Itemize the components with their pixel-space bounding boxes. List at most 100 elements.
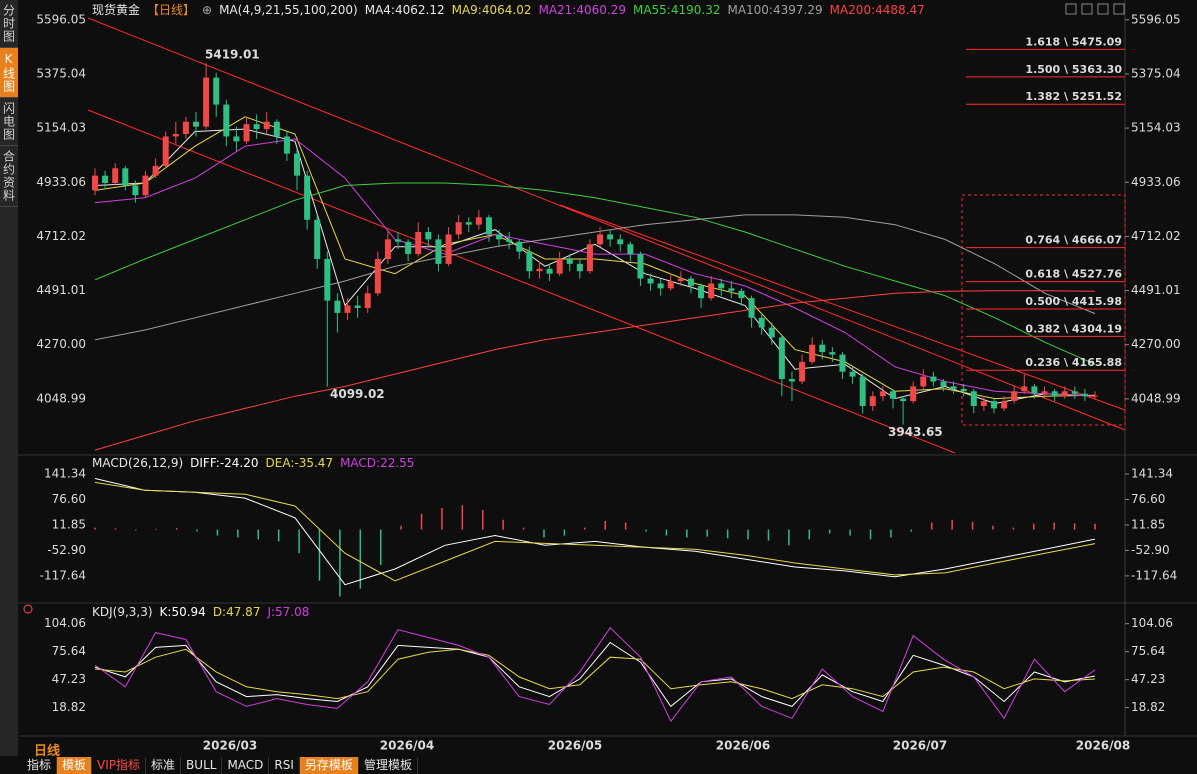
- fib-label: 1.382 \ 5251.52: [1025, 90, 1122, 103]
- period-tag[interactable]: 日线: [34, 744, 61, 759]
- y-tick-label: 18.82: [52, 700, 86, 714]
- ma-label: MA(4,9,21,55,100,200): [219, 3, 358, 17]
- candle-body: [506, 239, 513, 242]
- candle-body: [253, 124, 260, 130]
- y-tick-label: 5375.04: [36, 66, 86, 80]
- candle-body: [960, 388, 967, 392]
- y-tick-label: 4933.06: [1131, 175, 1181, 189]
- fib-label: 1.618 \ 5475.09: [1025, 35, 1122, 48]
- candle-body: [223, 104, 230, 137]
- candle-body: [879, 391, 886, 397]
- y-tick-label: 4712.02: [36, 229, 86, 243]
- candle-body: [92, 175, 98, 191]
- y-tick-label: 4491.01: [36, 283, 86, 297]
- window-icon[interactable]: [1065, 3, 1077, 15]
- x-tick-label: 2026/04: [380, 739, 434, 753]
- toolbar-button[interactable]: MACD: [222, 757, 270, 774]
- candle-body: [354, 305, 361, 308]
- toolbar-button[interactable]: VIP指标: [92, 757, 147, 774]
- candle-body: [768, 327, 775, 338]
- candle-body: [536, 268, 543, 272]
- sidebar-tab[interactable]: 合约资料: [0, 146, 18, 207]
- candle-body: [940, 381, 947, 387]
- candle-body: [1011, 391, 1018, 402]
- period[interactable]: 【日线】: [147, 3, 196, 17]
- window-icon[interactable]: [1097, 3, 1109, 15]
- candle-body: [102, 175, 109, 184]
- candle-body: [1092, 395, 1098, 397]
- x-tick-label: 2026/05: [548, 739, 602, 753]
- y-tick-label: 4933.06: [36, 175, 86, 189]
- candle-body: [445, 234, 452, 264]
- candle-body: [698, 285, 705, 299]
- toolbar-button[interactable]: 管理模板: [359, 757, 418, 774]
- candle-body: [263, 121, 270, 130]
- candle-body: [425, 232, 432, 240]
- candle-body: [758, 317, 765, 328]
- candle-body: [172, 133, 179, 137]
- toolbar-button[interactable]: 标准: [146, 757, 182, 774]
- y-tick-label: 141.34: [44, 466, 86, 480]
- toolbar-button[interactable]: 另存模板: [299, 757, 359, 774]
- candle-body: [687, 278, 694, 286]
- y-tick-label: 5154.03: [1131, 121, 1181, 135]
- candle-body: [607, 234, 614, 240]
- candle-body: [314, 219, 321, 259]
- kdj-line: [94, 626, 1096, 723]
- y-tick-label: 4491.01: [1131, 283, 1181, 297]
- window-icon[interactable]: [1113, 3, 1125, 15]
- candle-body: [748, 298, 755, 318]
- y-tick-label: 76.60: [1131, 492, 1165, 506]
- window-icon[interactable]: [1081, 3, 1093, 15]
- trend-line: [87, 109, 956, 454]
- candle-body: [617, 239, 624, 245]
- add-icon[interactable]: ⊕: [202, 3, 213, 17]
- toolbar-button[interactable]: 指标: [22, 757, 58, 774]
- y-tick-label: 5154.03: [36, 121, 86, 135]
- candle-body: [586, 244, 593, 272]
- candle-body: [203, 77, 210, 127]
- candle-body: [647, 278, 654, 284]
- y-tick-label: -117.64: [40, 568, 86, 582]
- sidebar-tab[interactable]: 分时图: [0, 0, 18, 48]
- candle-body: [324, 258, 331, 301]
- kdj-title: KDJ(9,3,3): [92, 605, 153, 619]
- price-annotation: 5419.01: [205, 48, 260, 62]
- candle-body: [708, 283, 715, 299]
- sidebar-tab[interactable]: K线图: [0, 48, 18, 98]
- candle-body: [839, 354, 846, 372]
- candle-body: [526, 251, 533, 272]
- candle-body: [465, 222, 472, 225]
- y-tick-label: 4712.02: [1131, 229, 1181, 243]
- candle-body: [243, 124, 250, 142]
- candle-body: [455, 222, 462, 235]
- y-tick-label: 5375.04: [1131, 66, 1181, 80]
- candle-body: [152, 165, 159, 176]
- fib-label: 1.500 \ 5363.30: [1025, 63, 1122, 76]
- symbol: 现货黄金: [92, 3, 141, 17]
- candle-body: [182, 121, 189, 134]
- toolbar-button[interactable]: RSI: [269, 757, 300, 774]
- y-tick-label: 47.23: [52, 672, 86, 686]
- price-annotation: 4099.02: [330, 387, 385, 401]
- candle-body: [142, 175, 149, 196]
- y-tick-label: 4048.99: [1131, 391, 1181, 405]
- ma-legend: MA4:4062.12: [364, 3, 445, 17]
- y-tick-label: 47.23: [1131, 672, 1165, 686]
- settings-icon[interactable]: [23, 604, 33, 614]
- candle-body: [677, 278, 684, 282]
- candle-body: [990, 401, 997, 409]
- candle-body: [920, 376, 927, 387]
- candle-body: [273, 121, 280, 137]
- toolbar-button[interactable]: 模板: [57, 757, 93, 774]
- candle-body: [718, 283, 725, 289]
- candle-body: [395, 239, 402, 242]
- macd-line: [94, 481, 1096, 582]
- sidebar-tab[interactable]: 闪电图: [0, 98, 18, 146]
- candle-body: [193, 121, 200, 127]
- candle-body: [667, 281, 674, 289]
- ma-legend: MA21:4060.29: [538, 3, 626, 17]
- candle-body: [869, 396, 876, 406]
- candle-body: [485, 217, 492, 235]
- toolbar-button[interactable]: BULL: [181, 757, 223, 774]
